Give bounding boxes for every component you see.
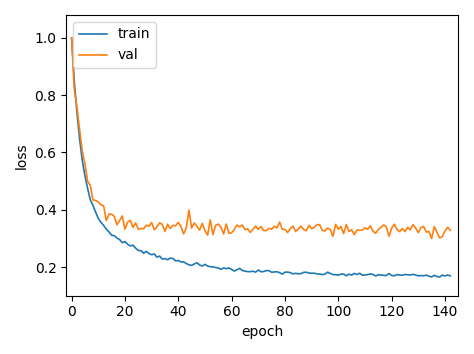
val [167, 226, 173, 230]
Y-axis label: loss: loss [15, 142, 29, 169]
Legend: train, val: train, val [73, 22, 156, 68]
X-axis label: epoch: epoch [241, 325, 283, 339]
Line: train: train [72, 38, 450, 277]
val [69, 36, 74, 40]
train [237, 266, 243, 270]
Line: val: val [72, 38, 450, 239]
train [101, 223, 107, 228]
train [437, 275, 443, 279]
val [101, 204, 107, 208]
train [223, 267, 229, 271]
val [82, 162, 88, 166]
val [197, 228, 202, 232]
train [82, 174, 88, 178]
val [223, 222, 229, 226]
val [237, 225, 243, 229]
train [197, 263, 202, 267]
train [167, 256, 173, 260]
val [447, 228, 453, 233]
val [429, 236, 435, 241]
train [447, 274, 453, 278]
train [69, 36, 74, 40]
